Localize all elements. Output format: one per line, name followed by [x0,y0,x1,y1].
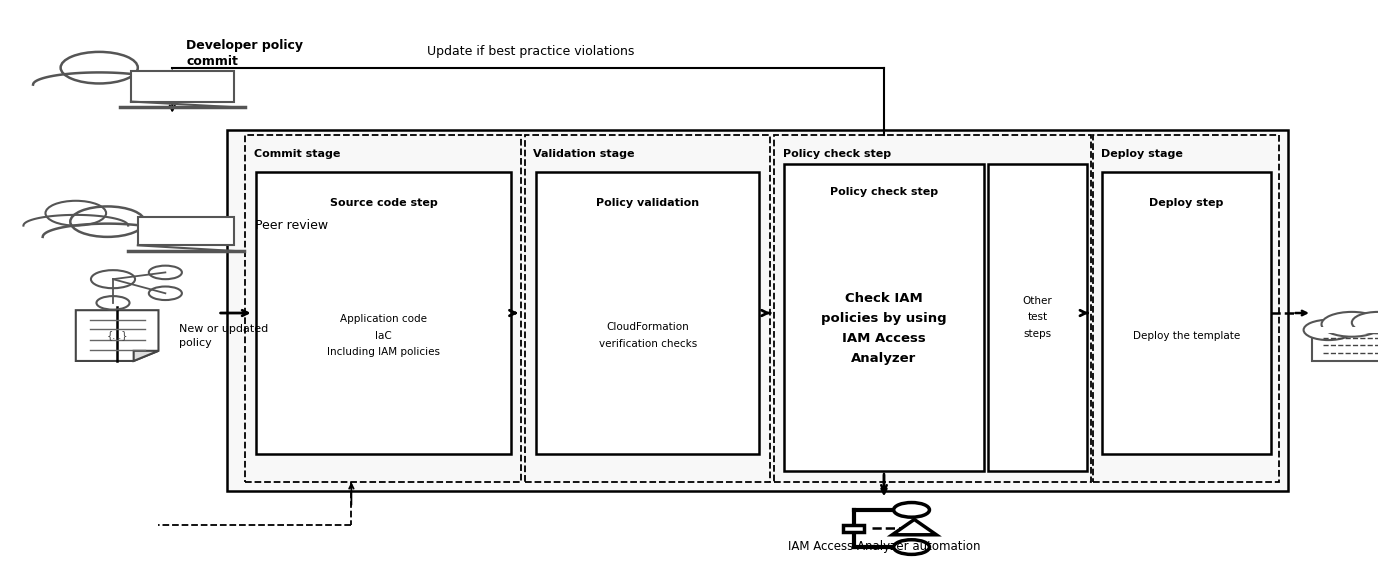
Bar [256,172,511,454]
Text: Update if best practice violations: Update if best practice violations [427,45,634,58]
Circle shape [1322,312,1378,337]
Text: Validation stage: Validation stage [533,149,635,160]
Bar [842,525,864,532]
Bar [245,135,521,482]
Bar [536,172,759,454]
Bar [1315,327,1378,333]
Text: Policy check step: Policy check step [830,187,938,197]
Text: Policy validation: Policy validation [597,198,699,208]
Bar [774,135,1091,482]
Bar [1093,135,1279,482]
Text: CloudFormation
verification checks: CloudFormation verification checks [598,323,697,349]
Text: IAM Access Analyzer automation: IAM Access Analyzer automation [788,540,980,553]
Text: Policy check step: Policy check step [783,149,890,160]
Polygon shape [134,351,158,361]
Circle shape [1352,312,1378,333]
Text: New or updated
policy: New or updated policy [179,324,269,347]
Bar [1312,330,1378,361]
Text: Deploy stage: Deploy stage [1101,149,1182,160]
Text: Application code
IaC
Including IAM policies: Application code IaC Including IAM polic… [327,314,441,357]
Bar [227,130,1288,491]
Text: Developer policy
commit: Developer policy commit [186,39,303,68]
Bar [988,164,1087,471]
Text: Deploy step: Deploy step [1149,198,1224,208]
Bar [138,217,234,245]
Circle shape [1304,320,1353,340]
Bar [784,164,984,471]
Text: Peer review: Peer review [255,219,328,232]
Text: Deploy the template: Deploy the template [1133,331,1240,341]
Bar [1102,172,1271,454]
Text: Other
test
steps: Other test steps [1022,296,1053,338]
Text: Source code step: Source code step [329,198,438,208]
Polygon shape [76,310,158,361]
Text: Commit stage: Commit stage [254,149,340,160]
Bar [131,70,234,102]
Bar [525,135,770,482]
Text: Check IAM
policies by using
IAM Access
Analyzer: Check IAM policies by using IAM Access A… [821,292,947,365]
Text: {...}: {...} [106,331,128,341]
